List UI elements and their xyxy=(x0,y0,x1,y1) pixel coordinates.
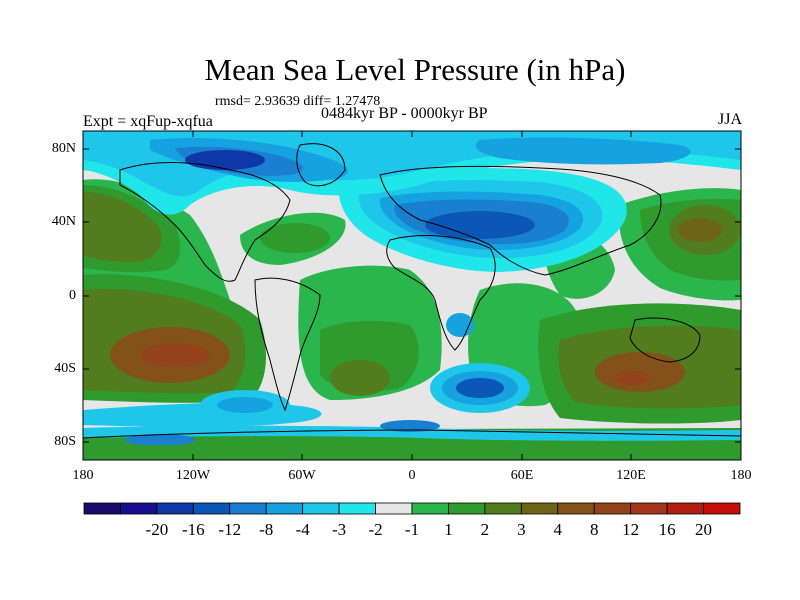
antarctica-coast xyxy=(83,429,741,439)
experiment-label: Expt = xqFup-xqfua xyxy=(83,113,213,130)
colorbar-swatch xyxy=(83,502,121,515)
eurasia-coast xyxy=(379,165,662,276)
lon-label: 0 xyxy=(408,468,416,483)
colorbar-swatch xyxy=(120,502,158,515)
colorbar-label: -20 xyxy=(145,520,169,539)
colorbar-swatch xyxy=(265,502,304,515)
colorbar-label: 1 xyxy=(444,520,453,539)
colorbar-swatch xyxy=(156,502,194,515)
colorbar-label: -16 xyxy=(181,520,205,539)
pressure-field xyxy=(83,131,741,460)
period-text: 0484kyr BP - 0000kyr BP xyxy=(321,105,488,122)
colorbar-swatch xyxy=(593,502,632,515)
colorbar-swatch xyxy=(375,502,413,515)
north-atlantic-core xyxy=(260,223,330,253)
colorbar-label: 4 xyxy=(553,520,563,539)
north-pacific-west-region-core xyxy=(83,192,162,262)
coastlines xyxy=(83,143,741,439)
colorbar-label: -8 xyxy=(259,520,274,539)
colorbar xyxy=(83,502,741,515)
colorbar-swatch xyxy=(192,502,231,515)
antarctic-margin-low xyxy=(83,425,741,441)
colorbar-label: 3 xyxy=(517,520,526,539)
colorbar-label: 2 xyxy=(480,520,490,539)
lat-label: 0 xyxy=(69,288,76,303)
south-atlantic-low-core xyxy=(456,378,504,398)
colorbar-label: -12 xyxy=(218,520,242,539)
colorbar-swatch xyxy=(520,502,559,515)
siberia-low-region xyxy=(475,137,691,165)
lon-label: 180 xyxy=(72,468,94,483)
antarctic-high-patch xyxy=(380,420,440,432)
south-indian-core-inner xyxy=(614,371,650,385)
lon-label: 180 xyxy=(730,468,752,483)
colorbar-swatch xyxy=(229,502,267,515)
north-america-coast xyxy=(119,162,291,282)
colorbar-swatch xyxy=(302,502,340,515)
axis-ticks xyxy=(83,131,741,460)
colorbar-swatch xyxy=(448,502,486,515)
stats-text: rmsd= 2.93639 diff= 1.27478 xyxy=(215,94,381,109)
lon-label: 120W xyxy=(175,468,211,483)
lat-label: 40S xyxy=(54,361,76,376)
colorbar-label: 16 xyxy=(658,520,676,539)
colorbar-swatch xyxy=(666,502,704,515)
colorbar-label: 20 xyxy=(695,520,713,539)
colorbar-label: -1 xyxy=(404,520,420,539)
lat-label: 80S xyxy=(54,434,76,449)
lat-label: 40N xyxy=(51,214,76,229)
eurasian-low-core xyxy=(425,211,535,239)
southern-ocean-low-inner xyxy=(217,397,273,413)
greenland-coast xyxy=(296,143,346,187)
colorbar-label: -4 xyxy=(295,520,310,539)
lon-label: 120E xyxy=(616,468,646,483)
arctic-core xyxy=(185,150,265,170)
colorbar-label: 12 xyxy=(622,520,640,539)
colorbar-label: -3 xyxy=(332,520,347,539)
africa-coast xyxy=(386,235,496,351)
colorbar-swatch xyxy=(703,502,741,515)
colorbar-label: -2 xyxy=(368,520,383,539)
south-africa-low xyxy=(446,313,474,337)
lon-label: 60W xyxy=(288,468,316,483)
north-pacific-east-core-inner xyxy=(678,218,722,242)
lat-label: 80N xyxy=(51,141,76,156)
south-america-coast xyxy=(254,277,321,412)
antarctic-low-patch xyxy=(125,434,195,446)
south-pacific-core-inner xyxy=(140,343,210,367)
australia-coast xyxy=(629,317,701,363)
season-label: JJA xyxy=(717,111,742,128)
south-atlantic-core xyxy=(330,360,390,396)
colorbar-swatch xyxy=(411,502,449,515)
colorbar-swatch xyxy=(557,502,595,515)
lon-label: 60E xyxy=(510,468,534,483)
colorbar-label: 8 xyxy=(589,520,599,539)
colorbar-swatch xyxy=(484,502,522,515)
map-title: Mean Sea Level Pressure (in hPa) xyxy=(204,52,626,87)
colorbar-swatch xyxy=(630,502,668,515)
colorbar-swatch xyxy=(338,502,376,515)
antarctica-area xyxy=(83,445,741,460)
